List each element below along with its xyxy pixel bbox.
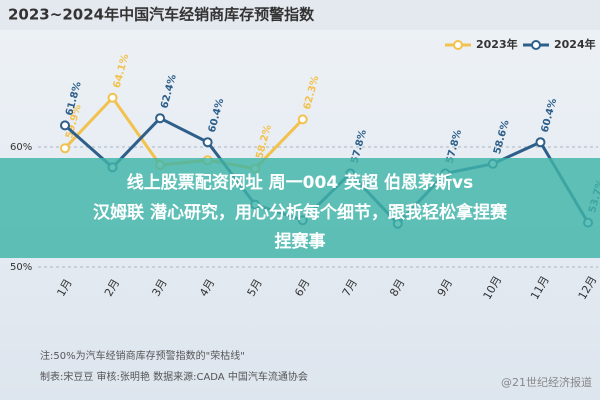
- title-bar: [0, 0, 600, 30]
- point: [107, 92, 118, 103]
- overlay-text: 捏赛事: [275, 231, 326, 252]
- point: [155, 113, 166, 124]
- legend-marker: [531, 40, 541, 50]
- overlay-band: [0, 158, 600, 258]
- y-tick-label: 60%: [10, 142, 32, 153]
- point: [60, 143, 70, 154]
- legend-marker: [453, 40, 463, 50]
- note: 注:50%为汽车经销商库存预警指数的"荣枯线": [40, 349, 245, 362]
- legend-label: 2024年: [554, 37, 596, 51]
- y-tick-label: 50%: [10, 262, 32, 273]
- point: [535, 137, 546, 148]
- legend-label: 2023年: [476, 37, 518, 51]
- watermark: @21世纪经济报道: [501, 375, 592, 389]
- chart-title: 2023~2024年中国汽车经销商库存预警指数: [8, 6, 315, 24]
- note: 制表:宋豆豆 审核:张明艳 数据来源:CADA 中国汽车流通协会: [40, 370, 308, 383]
- overlay-text: 线上股票配资网址 周一004 英超 伯恩茅斯vs: [127, 172, 473, 193]
- point: [202, 137, 213, 148]
- overlay-text: 汉姆联 潜心研究，用心分析每个细节，跟我轻松拿捏赛: [93, 202, 508, 223]
- point: [297, 114, 308, 125]
- point: [60, 120, 70, 131]
